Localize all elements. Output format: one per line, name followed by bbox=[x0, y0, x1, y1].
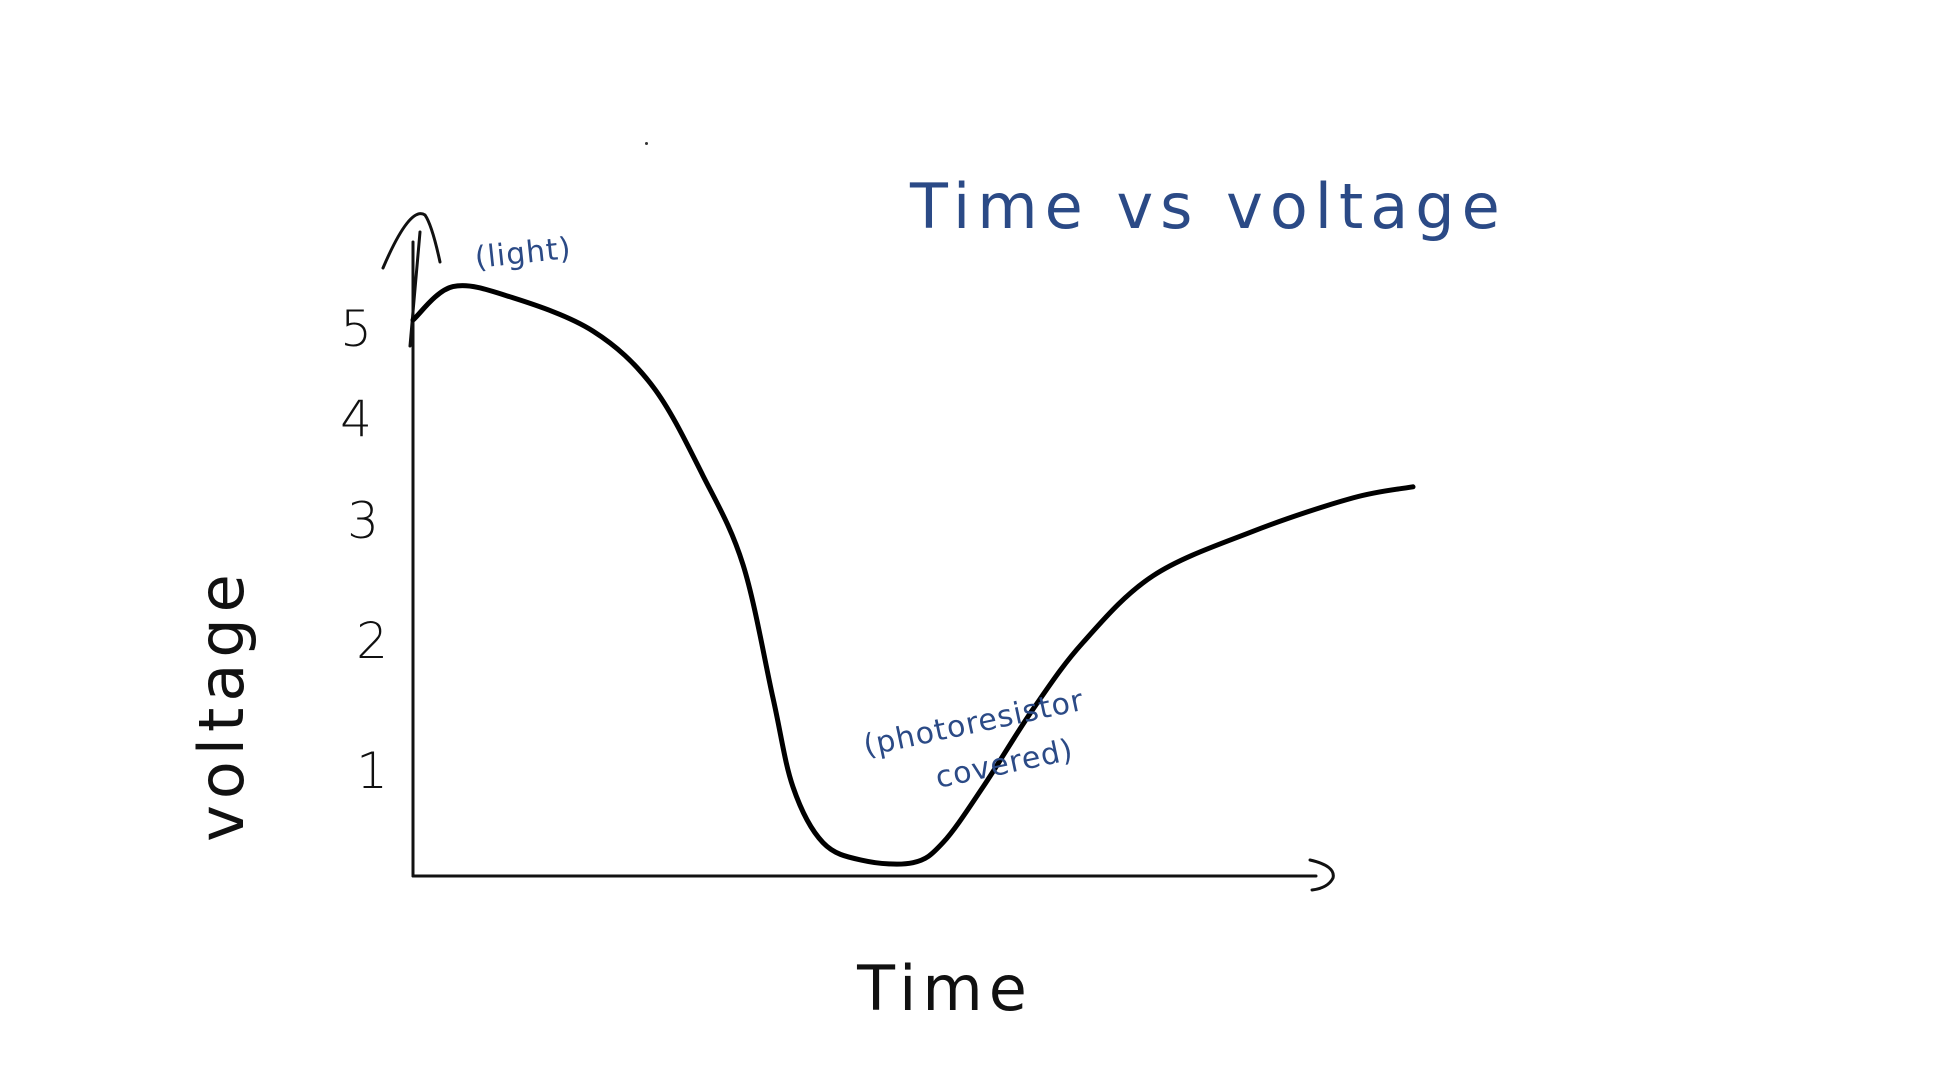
y-axis-label: voltage bbox=[185, 568, 258, 842]
x-axis bbox=[411, 858, 1335, 892]
annotation-light: (light) bbox=[473, 231, 573, 276]
x-axis-label: Time bbox=[856, 952, 1033, 1025]
y-tick-label: 5 bbox=[340, 300, 372, 358]
y-tick-label: 4 bbox=[340, 390, 372, 448]
y-tick-label: 3 bbox=[347, 492, 379, 550]
y-axis bbox=[381, 212, 442, 878]
series-line bbox=[410, 283, 1416, 867]
chart-title: Time vs voltage bbox=[909, 170, 1507, 243]
y-axis-arrow-icon bbox=[381, 212, 442, 270]
y-tick-label: 1 bbox=[356, 742, 388, 800]
stray-dot bbox=[645, 142, 648, 145]
x-axis-arrow-icon bbox=[1308, 858, 1335, 892]
y-tick-label: 2 bbox=[356, 612, 388, 670]
series-group bbox=[410, 283, 1416, 867]
y-tick-labels: 5 4 3 2 1 bbox=[340, 300, 388, 800]
